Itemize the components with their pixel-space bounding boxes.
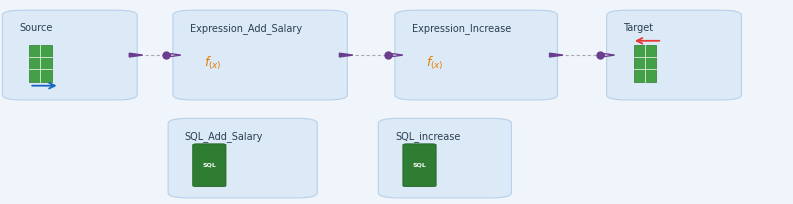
FancyBboxPatch shape: [403, 144, 436, 187]
Text: Target: Target: [623, 23, 653, 33]
FancyBboxPatch shape: [634, 45, 656, 82]
Polygon shape: [393, 54, 403, 57]
Text: $\mathit{f}_{(x)}$: $\mathit{f}_{(x)}$: [426, 54, 443, 72]
FancyBboxPatch shape: [29, 45, 52, 82]
Polygon shape: [170, 54, 181, 57]
Text: Expression_Increase: Expression_Increase: [412, 23, 511, 34]
Polygon shape: [550, 53, 563, 57]
FancyBboxPatch shape: [173, 10, 347, 100]
Text: SQL: SQL: [202, 163, 216, 168]
Polygon shape: [339, 53, 353, 57]
Polygon shape: [604, 54, 615, 57]
Polygon shape: [129, 53, 143, 57]
Text: Source: Source: [19, 23, 52, 33]
FancyBboxPatch shape: [168, 118, 317, 198]
Text: Expression_Add_Salary: Expression_Add_Salary: [190, 23, 301, 34]
FancyBboxPatch shape: [607, 10, 741, 100]
Text: $\mathit{f}_{(x)}$: $\mathit{f}_{(x)}$: [204, 54, 221, 72]
Text: SQL: SQL: [412, 163, 427, 168]
Text: SQL_increase: SQL_increase: [395, 132, 460, 142]
Text: SQL_Add_Salary: SQL_Add_Salary: [185, 132, 263, 142]
FancyBboxPatch shape: [395, 10, 557, 100]
FancyBboxPatch shape: [2, 10, 137, 100]
FancyBboxPatch shape: [378, 118, 511, 198]
FancyBboxPatch shape: [193, 144, 226, 187]
